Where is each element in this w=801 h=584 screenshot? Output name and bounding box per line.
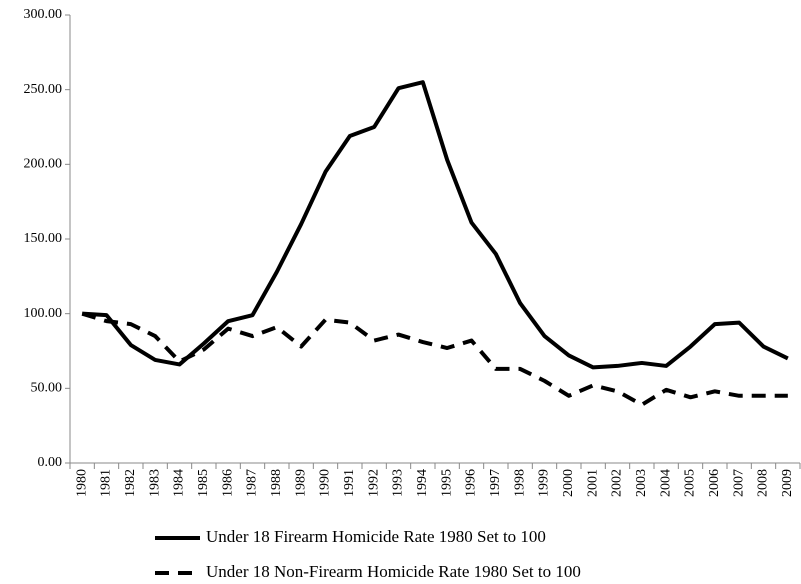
x-tick-label: 2007 [731, 469, 746, 497]
x-tick-label: 2005 [683, 469, 698, 497]
x-tick-label: 1981 [99, 469, 114, 497]
x-tick-label: 1993 [391, 469, 406, 497]
y-tick-label: 250.00 [24, 82, 63, 97]
x-tick-label: 2002 [610, 469, 625, 497]
x-tick-label: 2006 [707, 469, 722, 497]
x-tick-label: 1990 [318, 469, 333, 497]
y-tick-label: 200.00 [24, 157, 63, 172]
x-tick-label: 1997 [488, 469, 503, 497]
y-tick-label: 0.00 [38, 455, 63, 470]
x-tick-label: 1994 [415, 469, 430, 497]
line-series [81, 311, 788, 407]
x-tick-label: 2008 [756, 469, 771, 497]
x-tick-label: 1992 [366, 469, 381, 497]
line-series [82, 80, 789, 370]
x-tick-label: 1989 [293, 469, 308, 497]
x-tick-label: 1988 [269, 469, 284, 497]
y-tick-label: 300.00 [24, 7, 63, 22]
x-tick-label: 1998 [512, 469, 527, 497]
x-tick-label: 2000 [561, 469, 576, 497]
x-tick-label: 2004 [658, 469, 673, 497]
x-tick-label: 1985 [196, 469, 211, 497]
x-tick-label: 1986 [220, 469, 235, 497]
x-tick-label: 1991 [342, 469, 357, 497]
x-tick-label: 1984 [172, 469, 187, 497]
x-tick-label: 2003 [634, 469, 649, 497]
legend-text: Under 18 Non-Firearm Homicide Rate 1980 … [206, 562, 581, 581]
x-tick-label: 1996 [464, 469, 479, 497]
x-tick-label: 2009 [780, 469, 795, 497]
y-tick-label: 150.00 [24, 231, 63, 246]
x-tick-label: 1987 [245, 469, 260, 497]
x-tick-label: 1983 [147, 469, 162, 497]
y-tick-label: 100.00 [24, 306, 63, 321]
legend-text: Under 18 Firearm Homicide Rate 1980 Set … [206, 527, 546, 546]
x-tick-label: 1982 [123, 469, 138, 497]
x-tick-label: 1999 [537, 469, 552, 497]
y-tick-label: 50.00 [31, 381, 63, 396]
x-tick-label: 1995 [439, 469, 454, 497]
x-tick-label: 1980 [74, 469, 89, 497]
x-tick-label: 2001 [585, 469, 600, 497]
